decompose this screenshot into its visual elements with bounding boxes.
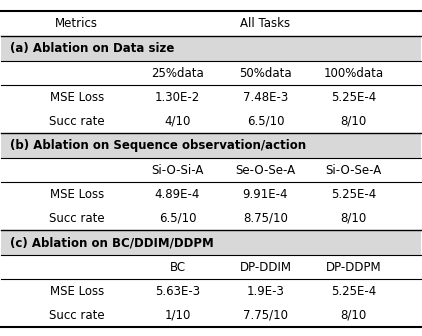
Text: 5.63E-3: 5.63E-3: [155, 285, 200, 298]
Text: 5.25E-4: 5.25E-4: [331, 91, 376, 104]
Text: MSE Loss: MSE Loss: [50, 91, 104, 104]
Text: (c) Ablation on BC/DDIM/DDPM: (c) Ablation on BC/DDIM/DDPM: [10, 236, 214, 249]
Text: 5.25E-4: 5.25E-4: [331, 188, 376, 201]
Text: 25%data: 25%data: [151, 67, 204, 80]
Text: 7.48E-3: 7.48E-3: [243, 91, 288, 104]
Text: 1.9E-3: 1.9E-3: [246, 285, 284, 298]
Text: 8/10: 8/10: [341, 309, 367, 322]
Text: 8/10: 8/10: [341, 115, 367, 128]
Text: Succ rate: Succ rate: [49, 309, 105, 322]
Text: Si-O-Si-A: Si-O-Si-A: [151, 164, 204, 177]
Text: Si-O-Se-A: Si-O-Se-A: [325, 164, 381, 177]
Text: 6.5/10: 6.5/10: [247, 115, 284, 128]
FancyBboxPatch shape: [1, 36, 421, 61]
Text: BC: BC: [169, 261, 186, 274]
Text: Metrics: Metrics: [55, 17, 98, 30]
Text: DP-DDPM: DP-DDPM: [326, 261, 381, 274]
Text: MSE Loss: MSE Loss: [50, 285, 104, 298]
Text: 50%data: 50%data: [239, 67, 292, 80]
Text: 8/10: 8/10: [341, 212, 367, 225]
Text: Succ rate: Succ rate: [49, 115, 105, 128]
FancyBboxPatch shape: [1, 133, 421, 158]
Text: Succ rate: Succ rate: [49, 212, 105, 225]
Text: All Tasks: All Tasks: [241, 17, 291, 30]
FancyBboxPatch shape: [1, 230, 421, 255]
Text: Se-O-Se-A: Se-O-Se-A: [235, 164, 295, 177]
Text: 4/10: 4/10: [164, 115, 191, 128]
Text: 5.25E-4: 5.25E-4: [331, 285, 376, 298]
Text: 1/10: 1/10: [164, 309, 191, 322]
Text: 1.30E-2: 1.30E-2: [155, 91, 200, 104]
Text: 7.75/10: 7.75/10: [243, 309, 288, 322]
Text: 6.5/10: 6.5/10: [159, 212, 196, 225]
Text: 4.89E-4: 4.89E-4: [155, 188, 200, 201]
Text: MSE Loss: MSE Loss: [50, 188, 104, 201]
Text: 100%data: 100%data: [324, 67, 384, 80]
Text: (b) Ablation on Sequence observation/action: (b) Ablation on Sequence observation/act…: [10, 139, 306, 152]
Text: 9.91E-4: 9.91E-4: [243, 188, 288, 201]
Text: 8.75/10: 8.75/10: [243, 212, 288, 225]
Text: DP-DDIM: DP-DDIM: [240, 261, 292, 274]
Text: (a) Ablation on Data size: (a) Ablation on Data size: [10, 42, 174, 55]
